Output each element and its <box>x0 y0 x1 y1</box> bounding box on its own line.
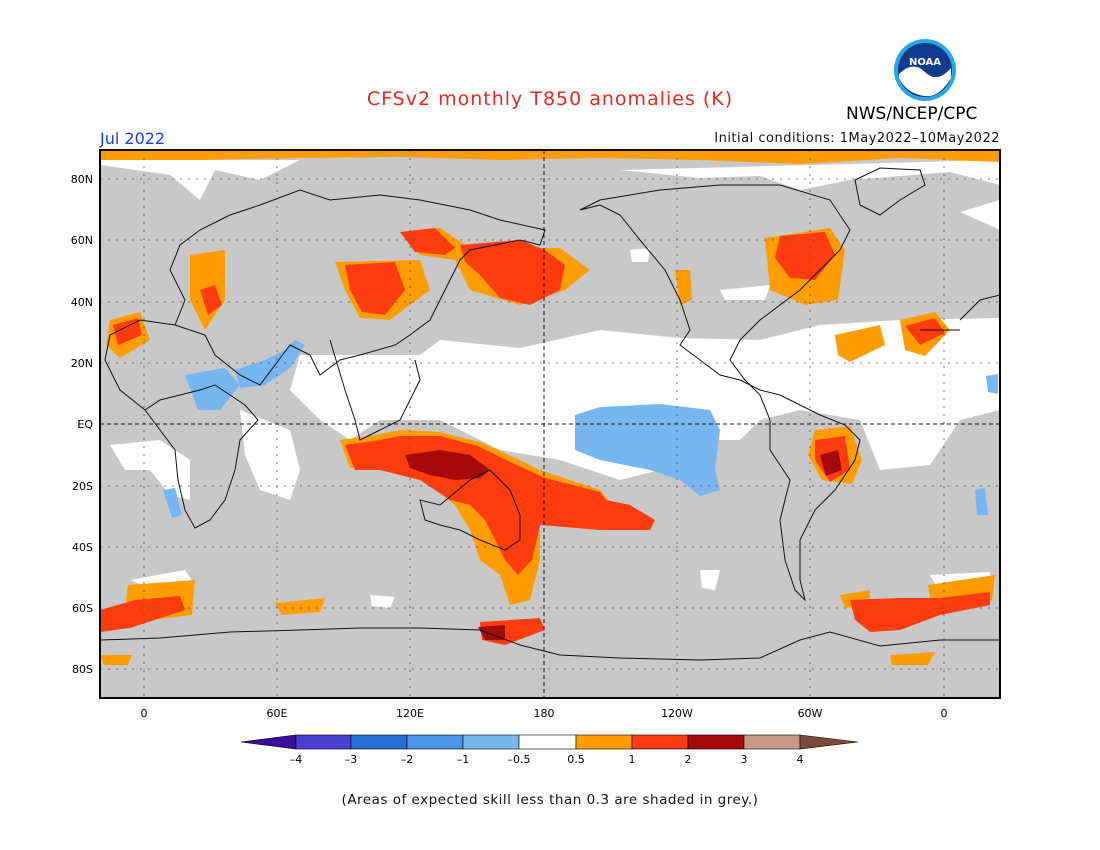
graticule <box>100 150 1000 698</box>
colorbar-tick-label: 2 <box>685 753 692 766</box>
colorbar-segment <box>462 734 520 750</box>
colorbar-tick-label: 1 <box>629 753 636 766</box>
noaa-logo: NOAA <box>893 38 957 102</box>
equator-dateline <box>100 150 1000 698</box>
lon-label: 120W <box>661 707 693 720</box>
colorbar-tick-label: –1 <box>457 753 470 766</box>
lat-label: 80N <box>71 173 93 186</box>
colorbar-tick-label: –4 <box>290 753 303 766</box>
lat-label: EQ <box>77 418 93 431</box>
colorbar-tick-label: 0.5 <box>567 753 585 766</box>
anomaly-neg05-1 <box>163 340 998 518</box>
colorbar-tick-label: –2 <box>401 753 414 766</box>
colorbar-tick-label: –3 <box>345 753 358 766</box>
lat-label: 80S <box>72 663 93 676</box>
lat-label: 40S <box>72 541 93 554</box>
lon-label: 60W <box>798 707 823 720</box>
lon-label: 120E <box>396 707 424 720</box>
anomaly-2-3 <box>405 450 842 640</box>
colorbar-high-arrow <box>799 734 859 750</box>
colorbar-segment <box>518 734 577 750</box>
colorbar-segment <box>631 734 689 750</box>
colorbar-segment <box>295 734 352 750</box>
skill-footnote: (Areas of expected skill less than 0.3 a… <box>341 792 759 808</box>
map-frame <box>99 149 1001 699</box>
lat-label: 60N <box>71 234 93 247</box>
lat-label: 20S <box>72 480 93 493</box>
lat-label: 40N <box>71 296 93 309</box>
lon-label: 60E <box>267 707 288 720</box>
map-title: CFSv2 monthly T850 anomalies (K) <box>366 88 734 110</box>
colorbar-segment <box>350 734 408 750</box>
colorbar: –4 –3 –2 –1 –0.5 0.5 1 2 3 4 <box>240 734 859 766</box>
latitude-labels: 80N 60N 40N 20N EQ 20S 40S 60S 80S <box>71 173 94 676</box>
initial-conditions: Initial conditions: 1May2022–10May2022 <box>714 131 1000 146</box>
logo-text: NOAA <box>909 57 941 68</box>
lat-label: 20N <box>71 357 93 370</box>
lon-label: 180 <box>534 707 555 720</box>
colorbar-segment <box>743 734 801 750</box>
agency-label: NWS/NCEP/CPC <box>846 104 978 124</box>
lon-label: 0 <box>941 707 948 720</box>
valid-month: Jul 2022 <box>100 129 166 148</box>
colorbar-segment <box>575 734 633 750</box>
initial-conditions-label: Initial conditions: <box>714 131 836 146</box>
colorbar-segment <box>406 734 464 750</box>
colorbar-segment <box>687 734 745 750</box>
lon-label: 0 <box>141 707 148 720</box>
colorbar-tick-label: 3 <box>741 753 748 766</box>
initial-conditions-value: 1May2022–10May2022 <box>839 131 1000 146</box>
longitude-labels: 0 60E 120E 180 120W 60W 0 <box>141 707 948 720</box>
colorbar-tick-label: –0.5 <box>508 753 531 766</box>
map-field <box>100 150 1000 698</box>
lat-label: 60S <box>72 602 93 615</box>
colorbar-tick-label: 4 <box>797 753 804 766</box>
colorbar-low-arrow <box>240 734 297 750</box>
